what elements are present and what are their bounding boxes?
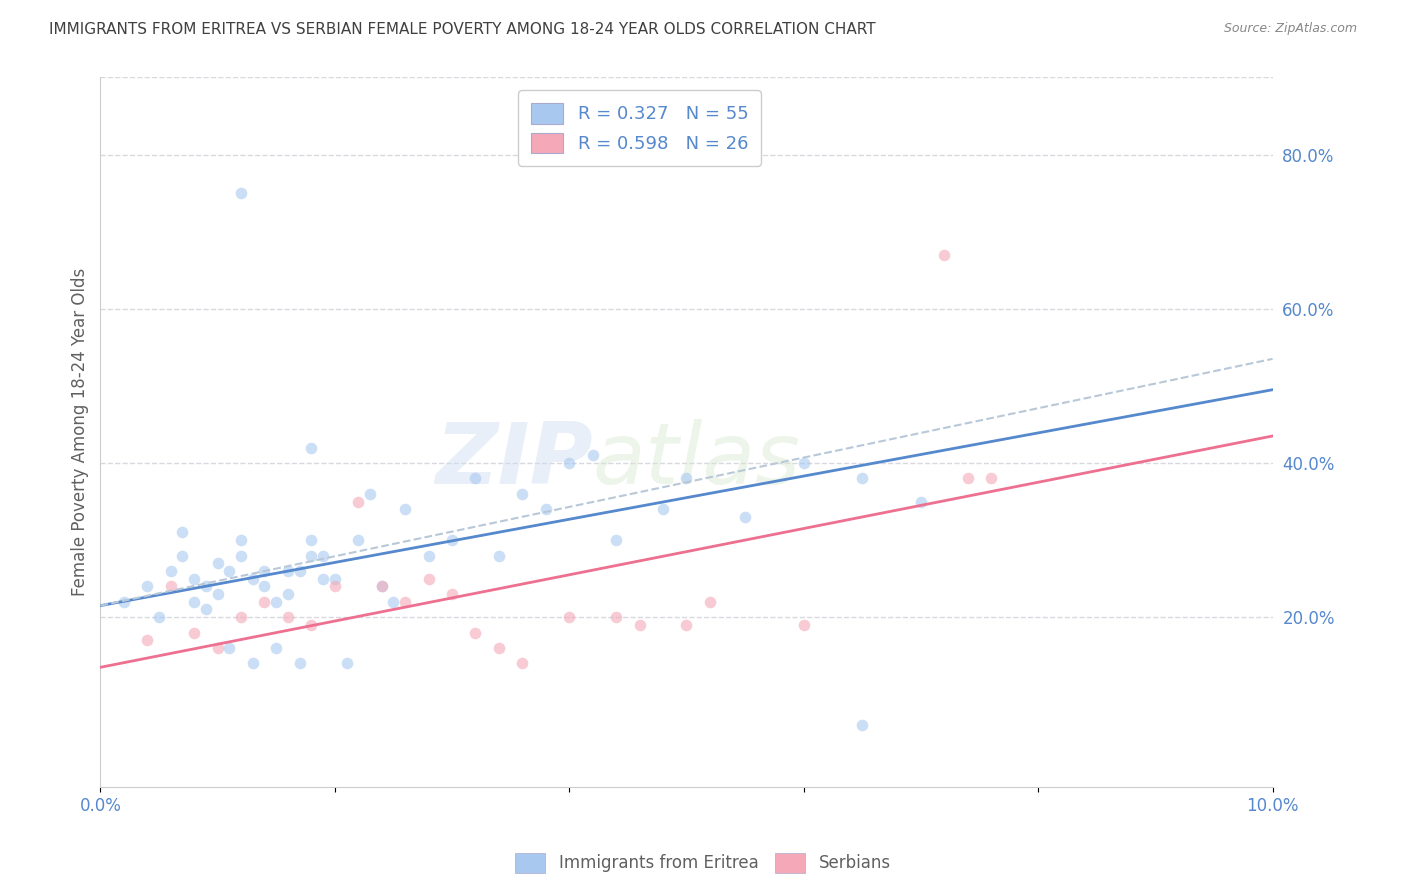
- Point: [558, 456, 581, 470]
- Point: [229, 610, 252, 624]
- Text: IMMIGRANTS FROM ERITREA VS SERBIAN FEMALE POVERTY AMONG 18-24 YEAR OLDS CORRELAT: IMMIGRANTS FROM ERITREA VS SERBIAN FEMAL…: [49, 22, 876, 37]
- Point: [582, 448, 605, 462]
- Point: [229, 533, 252, 547]
- Point: [299, 618, 322, 632]
- Point: [218, 641, 240, 656]
- Point: [299, 549, 322, 563]
- Point: [218, 564, 240, 578]
- Point: [323, 579, 346, 593]
- Text: Source: ZipAtlas.com: Source: ZipAtlas.com: [1223, 22, 1357, 36]
- Legend: R = 0.327   N = 55, R = 0.598   N = 26: R = 0.327 N = 55, R = 0.598 N = 26: [517, 90, 761, 166]
- Point: [605, 533, 627, 547]
- Point: [312, 572, 335, 586]
- Point: [440, 533, 463, 547]
- Point: [675, 618, 697, 632]
- Point: [956, 471, 979, 485]
- Point: [512, 657, 534, 671]
- Legend: Immigrants from Eritrea, Serbians: Immigrants from Eritrea, Serbians: [509, 847, 897, 880]
- Point: [347, 494, 370, 508]
- Point: [136, 633, 159, 648]
- Point: [159, 579, 181, 593]
- Text: atlas: atlas: [593, 419, 800, 502]
- Point: [159, 564, 181, 578]
- Point: [359, 487, 381, 501]
- Point: [112, 595, 135, 609]
- Point: [194, 602, 217, 616]
- Point: [299, 533, 322, 547]
- Point: [418, 549, 440, 563]
- Point: [734, 510, 756, 524]
- Point: [183, 595, 205, 609]
- Point: [277, 587, 299, 601]
- Point: [488, 641, 510, 656]
- Point: [793, 456, 815, 470]
- Point: [370, 579, 392, 593]
- Text: ZIP: ZIP: [434, 419, 593, 502]
- Point: [793, 618, 815, 632]
- Point: [464, 625, 486, 640]
- Point: [851, 718, 873, 732]
- Point: [382, 595, 405, 609]
- Point: [172, 525, 194, 540]
- Point: [323, 572, 346, 586]
- Point: [418, 572, 440, 586]
- Point: [980, 471, 1002, 485]
- Point: [652, 502, 675, 516]
- Point: [172, 549, 194, 563]
- Point: [910, 494, 932, 508]
- Point: [605, 610, 627, 624]
- Point: [148, 610, 170, 624]
- Point: [851, 471, 873, 485]
- Point: [194, 579, 217, 593]
- Point: [699, 595, 721, 609]
- Point: [253, 564, 276, 578]
- Point: [370, 579, 392, 593]
- Point: [288, 657, 311, 671]
- Point: [136, 579, 159, 593]
- Point: [277, 610, 299, 624]
- Point: [312, 549, 335, 563]
- Point: [229, 549, 252, 563]
- Point: [264, 595, 287, 609]
- Point: [183, 625, 205, 640]
- Point: [464, 471, 486, 485]
- Point: [277, 564, 299, 578]
- Point: [288, 564, 311, 578]
- Point: [394, 595, 416, 609]
- Point: [440, 587, 463, 601]
- Point: [264, 641, 287, 656]
- Y-axis label: Female Poverty Among 18-24 Year Olds: Female Poverty Among 18-24 Year Olds: [72, 268, 89, 596]
- Point: [253, 595, 276, 609]
- Point: [242, 572, 264, 586]
- Point: [207, 641, 229, 656]
- Point: [675, 471, 697, 485]
- Point: [534, 502, 557, 516]
- Point: [207, 556, 229, 570]
- Point: [512, 487, 534, 501]
- Point: [335, 657, 357, 671]
- Point: [207, 587, 229, 601]
- Point: [183, 572, 205, 586]
- Point: [488, 549, 510, 563]
- Point: [558, 610, 581, 624]
- Point: [229, 186, 252, 200]
- Point: [628, 618, 651, 632]
- Point: [394, 502, 416, 516]
- Point: [242, 657, 264, 671]
- Point: [299, 441, 322, 455]
- Point: [253, 579, 276, 593]
- Point: [934, 248, 956, 262]
- Point: [347, 533, 370, 547]
